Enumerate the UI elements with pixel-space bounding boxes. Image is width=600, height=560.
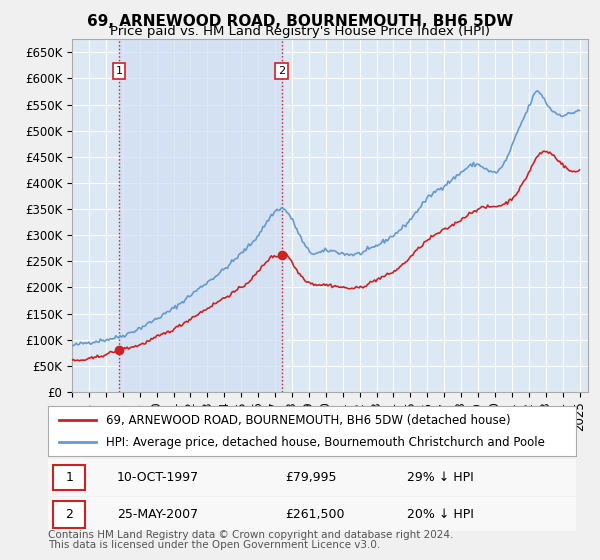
FancyBboxPatch shape	[53, 501, 85, 528]
Text: This data is licensed under the Open Government Licence v3.0.: This data is licensed under the Open Gov…	[48, 540, 380, 550]
Text: 69, ARNEWOOD ROAD, BOURNEMOUTH, BH6 5DW: 69, ARNEWOOD ROAD, BOURNEMOUTH, BH6 5DW	[87, 14, 513, 29]
Text: 29% ↓ HPI: 29% ↓ HPI	[407, 471, 474, 484]
Text: 10-OCT-1997: 10-OCT-1997	[116, 471, 199, 484]
Bar	[119, 39, 281, 392]
Bar	[119, 39, 281, 392]
Text: 2: 2	[65, 507, 73, 521]
Text: £79,995: £79,995	[286, 471, 337, 484]
Text: 20% ↓ HPI: 20% ↓ HPI	[407, 507, 474, 521]
Text: Contains HM Land Registry data © Crown copyright and database right 2024.: Contains HM Land Registry data © Crown c…	[48, 530, 454, 540]
Text: 69, ARNEWOOD ROAD, BOURNEMOUTH, BH6 5DW (detached house): 69, ARNEWOOD ROAD, BOURNEMOUTH, BH6 5DW …	[106, 414, 511, 427]
Text: 2: 2	[278, 66, 285, 76]
FancyBboxPatch shape	[53, 465, 85, 490]
Text: HPI: Average price, detached house, Bournemouth Christchurch and Poole: HPI: Average price, detached house, Bour…	[106, 436, 545, 449]
Text: Price paid vs. HM Land Registry's House Price Index (HPI): Price paid vs. HM Land Registry's House …	[110, 25, 490, 38]
Text: £261,500: £261,500	[286, 507, 345, 521]
Text: 1: 1	[65, 471, 73, 484]
Text: 1: 1	[116, 66, 122, 76]
Text: 25-MAY-2007: 25-MAY-2007	[116, 507, 198, 521]
